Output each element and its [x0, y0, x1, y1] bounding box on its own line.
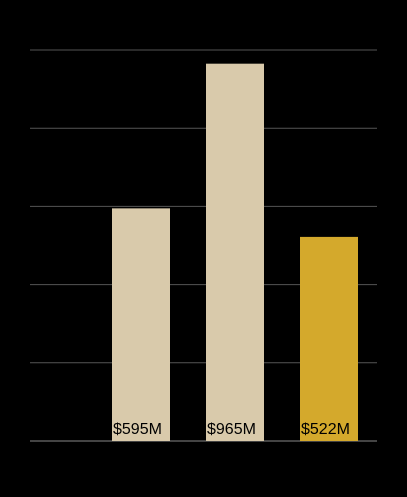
bar	[206, 63, 264, 442]
bar	[112, 208, 170, 441]
value-label: $965M	[207, 421, 256, 438]
value-label: $522M	[301, 421, 350, 438]
value-label: $595M	[113, 421, 162, 438]
bar	[300, 236, 358, 441]
